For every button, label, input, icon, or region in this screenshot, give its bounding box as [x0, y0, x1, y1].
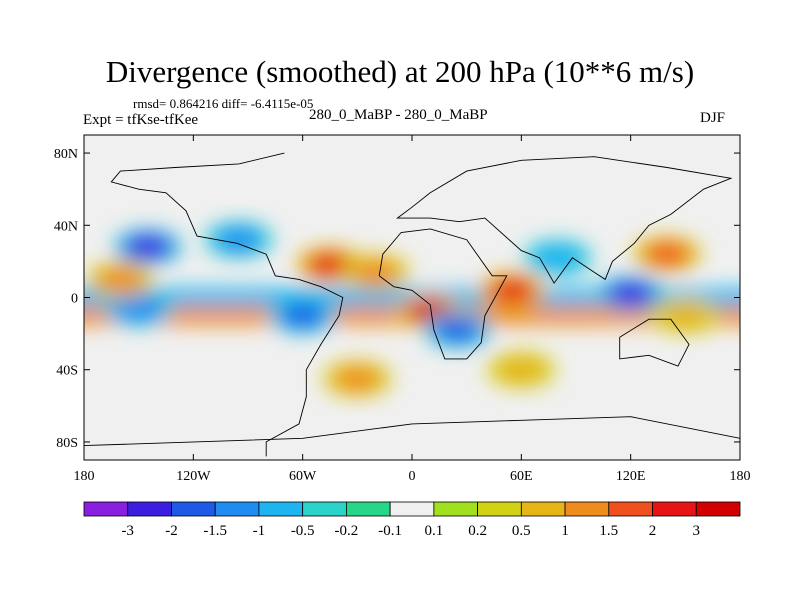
experiment-label: Expt = tfKse-tfKee: [83, 112, 199, 128]
chart-title: Divergence (smoothed) at 200 hPa (10**6 …: [105, 54, 695, 89]
x-tick-label: 180: [730, 469, 751, 484]
colorbar-swatch: [520, 501, 566, 517]
colorbar-label: -0.5: [291, 523, 315, 539]
colorbar: -3 -2 -1.5 -1 -0.5 -0.2 -0.1 0.1 0.2 0.5 1 1.5 2 3: [83, 501, 741, 539]
colorbar-swatch: [171, 501, 216, 517]
colorbar-swatch: [652, 501, 697, 517]
colorbar-label: -1.5: [203, 523, 227, 539]
y-tick-label: 80N: [54, 147, 78, 162]
field-blob-0: [128, 236, 167, 258]
coastline-4: [84, 416, 740, 447]
colorbar-swatch: [389, 501, 435, 517]
colorbar-label: -3: [121, 523, 134, 539]
colorbar-label: -0.2: [335, 523, 359, 539]
colorbar-label: 3: [693, 523, 701, 539]
field-blob-11: [282, 304, 323, 327]
colorbar-label: 1.5: [599, 523, 618, 539]
colorbar-swatch: [433, 501, 478, 517]
x-tick-label: 120W: [176, 469, 211, 484]
field-blob-5: [437, 319, 478, 341]
x-tick-label: 60E: [510, 469, 533, 484]
colorbar-swatch: [214, 501, 260, 517]
colorbar-label: -2: [165, 523, 178, 539]
case-label: 280_0_MaBP - 280_0_MaBP: [309, 107, 488, 123]
field-blob-1: [217, 228, 261, 252]
stats-text: rmsd= 0.864216 diff= -6.4115e-05: [133, 96, 314, 111]
colorbar-swatch: [695, 501, 741, 517]
field-blob-12: [98, 268, 142, 291]
colorbar-swatch: [477, 501, 522, 517]
colorbar-label: 0.1: [425, 523, 444, 539]
colorbar-label: 0.2: [468, 523, 487, 539]
x-tick-label: 120E: [616, 469, 646, 484]
colorbar-label: -0.1: [378, 523, 402, 539]
colorbar-swatch: [302, 501, 347, 517]
coastline-3: [619, 318, 690, 367]
field-blob-3: [354, 260, 398, 284]
field-blob-9: [647, 243, 688, 265]
y-tick-label: 40S: [56, 364, 78, 379]
colorbar-swatch: [608, 501, 653, 517]
x-tick-label: 60W: [289, 469, 317, 484]
colorbar-swatch: [345, 501, 391, 517]
x-tick-label: 0: [409, 469, 416, 484]
y-tick-label: 0: [71, 292, 78, 307]
coastlines: [84, 152, 740, 457]
colorbar-swatch: [258, 501, 304, 517]
coastline-1: [378, 228, 508, 360]
axes: 180 120W 60W 0 60E 120E 180 80N 40N 0 40S 80S: [54, 134, 751, 484]
colorbar-label: 0.5: [512, 523, 531, 539]
coastline-0: [110, 152, 344, 457]
y-tick-label: 80S: [56, 436, 78, 451]
season-label: DJF: [700, 110, 726, 126]
coastline-2: [396, 156, 733, 284]
colorbar-label: 2: [649, 523, 657, 539]
colorbar-label: -1: [253, 523, 266, 539]
field-blob-15: [660, 302, 711, 329]
field-blob-8: [611, 283, 650, 304]
field-blob-6: [493, 280, 532, 301]
y-tick-label: 40N: [54, 219, 78, 234]
field-blob-10: [118, 297, 159, 319]
colorbar-swatch: [564, 501, 610, 517]
colorbar-swatch: [127, 501, 172, 517]
field-blob-2: [311, 254, 349, 276]
field-blob-14: [496, 356, 547, 383]
colorbar-label: 1: [561, 523, 569, 539]
field-layer: [84, 135, 740, 460]
colorbar-swatch: [83, 501, 129, 517]
x-tick-label: 180: [74, 469, 95, 484]
field-blob-13: [335, 367, 379, 391]
